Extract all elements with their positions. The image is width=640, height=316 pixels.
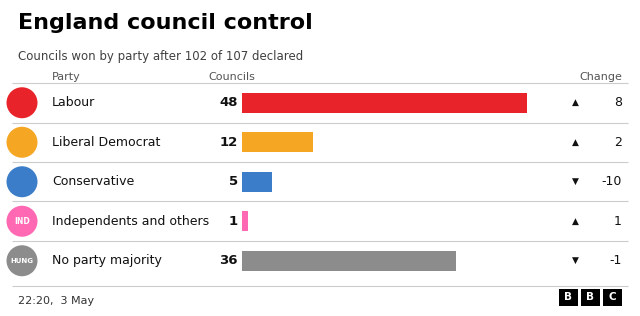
Text: 2: 2 (614, 136, 622, 149)
Bar (242, 251, 456, 271)
Ellipse shape (6, 166, 38, 197)
Bar (242, 132, 313, 152)
Text: ▲: ▲ (572, 98, 579, 107)
Bar (559, 289, 578, 306)
Text: B: B (564, 292, 572, 302)
Text: Labour: Labour (52, 96, 95, 109)
Ellipse shape (6, 206, 38, 237)
Bar (242, 172, 272, 192)
Text: Liberal Democrat: Liberal Democrat (52, 136, 161, 149)
Text: 48: 48 (220, 96, 238, 109)
Bar (580, 289, 600, 306)
Text: -1: -1 (610, 254, 622, 267)
Ellipse shape (6, 87, 38, 118)
Text: No party majority: No party majority (52, 254, 162, 267)
Text: Party: Party (52, 72, 81, 82)
Text: B: B (586, 292, 595, 302)
Text: ▼: ▼ (572, 256, 579, 265)
Ellipse shape (6, 245, 38, 276)
Bar (242, 211, 248, 231)
Text: Change: Change (579, 72, 622, 82)
Text: 1: 1 (614, 215, 622, 228)
Text: 36: 36 (220, 254, 238, 267)
Bar (242, 93, 527, 113)
Ellipse shape (6, 127, 38, 158)
Text: Independents and others: Independents and others (52, 215, 209, 228)
Text: HUNG: HUNG (10, 258, 33, 264)
Text: 5: 5 (229, 175, 238, 188)
Text: IND: IND (14, 217, 30, 226)
Text: Conservative: Conservative (52, 175, 134, 188)
Text: Councils won by party after 102 of 107 declared: Councils won by party after 102 of 107 d… (18, 50, 303, 63)
Text: 8: 8 (614, 96, 622, 109)
Bar (602, 289, 622, 306)
Text: Councils: Councils (208, 72, 255, 82)
Text: 22:20,  3 May: 22:20, 3 May (18, 296, 94, 306)
Text: 12: 12 (220, 136, 238, 149)
Text: ▼: ▼ (572, 177, 579, 186)
Text: -10: -10 (602, 175, 622, 188)
Text: C: C (609, 292, 616, 302)
Text: ▲: ▲ (572, 138, 579, 147)
Text: 1: 1 (229, 215, 238, 228)
Text: ▲: ▲ (572, 217, 579, 226)
Text: England council control: England council control (18, 13, 313, 33)
